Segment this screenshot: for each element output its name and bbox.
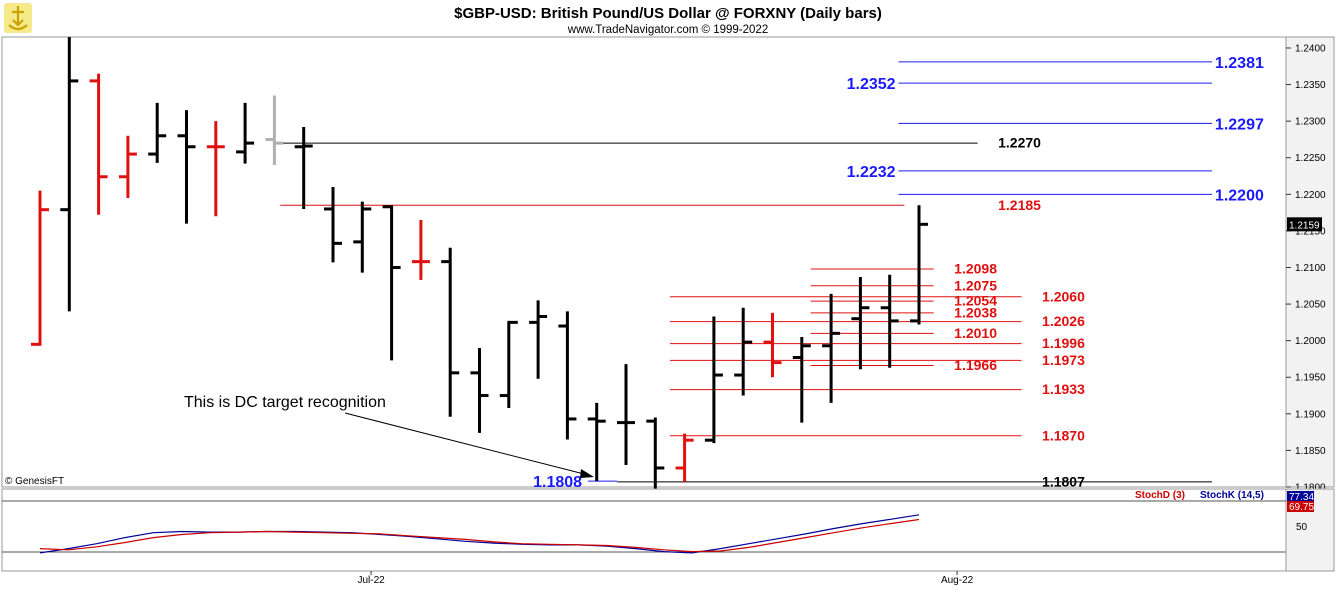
price-tick-label: 1.2150: [1295, 226, 1326, 237]
ohlc-bars: [31, 37, 928, 490]
legend-stochd: StochD (3): [1135, 490, 1185, 501]
blue-level-label: 1.2200: [1215, 187, 1264, 204]
ohlc-bar: [118, 135, 137, 198]
logo-icon: [4, 3, 32, 33]
ohlc-bar: [324, 187, 342, 263]
ohlc-bar: [470, 347, 489, 433]
ohlc-bar: [704, 316, 723, 444]
last-price-marker: 1.2159: [1287, 217, 1322, 232]
ohlc-bar: [558, 311, 577, 440]
ohlc-bar: [646, 417, 665, 490]
stoch-panel: [1, 488, 1287, 572]
blue-level-label: 1.2232: [847, 164, 896, 181]
ohlc-bar: [382, 205, 401, 361]
ohlc-bar: [587, 402, 606, 482]
ohlc-bar: [353, 201, 372, 273]
watermark: © GenesisFT: [5, 476, 64, 487]
ohlc-bar: [880, 274, 899, 368]
ohlc-bar: [763, 312, 782, 378]
price-tick-label: 1.2300: [1295, 117, 1326, 128]
blue-level-label: 1.2381: [1215, 55, 1264, 72]
price-tick-label: 1.2250: [1295, 153, 1326, 164]
price-tick-label: 1.2100: [1295, 263, 1326, 274]
black-level-label: 1.2270: [998, 135, 1041, 151]
annotation-text: This is DC target recognition: [184, 394, 386, 411]
price-tick-label: 1.1800: [1295, 483, 1326, 494]
ohlc-bar: [910, 205, 928, 325]
price-tick-label: 1.1900: [1295, 409, 1326, 420]
red-level-label: 1.2075: [954, 277, 997, 293]
red-level-label: 1.2098: [954, 260, 997, 276]
red-level-label: 1.1973: [1042, 352, 1085, 368]
red-level-label: 1.2026: [1042, 313, 1085, 329]
stoch-series-line: [39, 514, 920, 554]
red-level-label: 1.1933: [1042, 381, 1085, 397]
last-price-box: [1287, 217, 1322, 232]
red-level-label: 1.2038: [954, 304, 997, 320]
red-level-label: 1.1996: [1042, 335, 1085, 351]
last-price-label: 1.2159: [1289, 220, 1320, 231]
ohlc-bar: [734, 307, 753, 396]
price-tick-label: 1.2400: [1295, 43, 1326, 54]
ohlc-bar: [236, 102, 255, 164]
red-level-label: 1.2185: [998, 197, 1041, 213]
ohlc-bar: [851, 277, 870, 370]
ohlc-bar: [675, 433, 694, 482]
ohlc-bar: [60, 37, 79, 312]
ohlc-bar: [265, 95, 284, 166]
date-tick-label: Aug-22: [941, 575, 974, 586]
ohlc-bar: [294, 127, 313, 209]
blue-level-label: 1.2352: [847, 76, 896, 93]
black-level-label: 1.1807: [1042, 473, 1085, 489]
ohlc-bar: [822, 293, 841, 403]
price-axis-ticks: 1.1800 1.1850 1.1900 1.1950 1.2000 1.2050 1.21…: [1286, 43, 1326, 494]
header-bar: [0, 0, 1336, 36]
stoch-series-line: [39, 518, 920, 553]
price-tick-label: 1.2200: [1295, 190, 1326, 201]
price-tick-label: 1.1950: [1295, 373, 1326, 384]
annotation-arrowhead: [580, 469, 594, 478]
blue-level-label: 1.2297: [1215, 116, 1264, 133]
red-level-label: 1.1870: [1042, 427, 1085, 443]
stoch-value-badges: 77.34 69.75: [1287, 491, 1314, 513]
price-tick-label: 1.1850: [1295, 446, 1326, 457]
price-tick-label: 1.2050: [1295, 300, 1326, 311]
ohlc-bar: [441, 247, 460, 417]
chart-subtitle: www.TradeNavigator.com © 1999-2022: [567, 24, 768, 36]
ohlc-bar: [792, 337, 811, 423]
blue-level-label: 1.1808: [533, 474, 582, 491]
ohlc-bar: [31, 190, 49, 346]
ohlc-bar: [617, 364, 635, 466]
stoch-tick-50: 50: [1296, 522, 1308, 533]
stochd-value: 69.75: [1289, 502, 1314, 513]
ohlc-bar: [177, 110, 196, 224]
stochk-value: 77.34: [1289, 492, 1314, 503]
ohlc-bar: [411, 219, 430, 280]
date-tick-label: Jul-22: [357, 575, 385, 586]
annotation-arrow-line: [344, 412, 589, 476]
red-level-label: 1.2010: [954, 325, 997, 341]
ohlc-bar: [148, 102, 167, 163]
price-tick-label: 1.2350: [1295, 80, 1326, 91]
red-level-label: 1.1966: [954, 357, 997, 373]
ohlc-bar: [499, 320, 518, 408]
red-level-label: 1.2054: [954, 293, 997, 309]
red-level-label: 1.2060: [1042, 288, 1085, 304]
ohlc-bar: [89, 73, 108, 215]
price-tick-label: 1.2000: [1295, 336, 1326, 347]
chart-title: $GBP-USD: British Pound/US Dollar @ FORX…: [454, 5, 882, 22]
stoch-lines: [39, 514, 920, 554]
ohlc-bar: [529, 300, 548, 379]
date-axis: Jul-22 Aug-22: [357, 571, 974, 586]
price-axis: [1285, 36, 1335, 488]
ohlc-bar: [206, 121, 225, 217]
price-panel: [1, 36, 1287, 488]
legend-stochk: StochK (14,5): [1200, 490, 1264, 501]
